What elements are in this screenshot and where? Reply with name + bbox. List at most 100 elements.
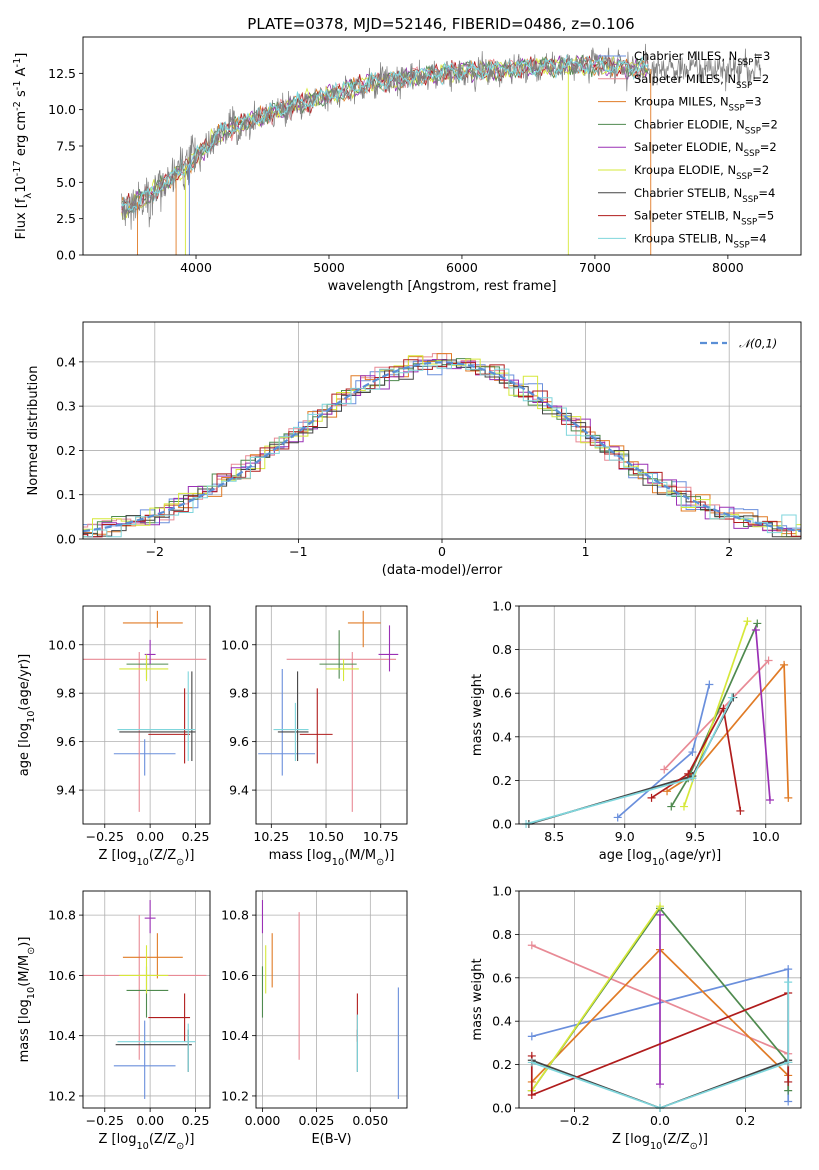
y-tick-label: 9.8 — [56, 686, 76, 701]
spectrum-legend: Chabrier MILES, NSSP=3 Salpeter MILES, NS… — [598, 49, 778, 250]
y-tick-label: 0.4 — [56, 354, 76, 369]
Z_mass-errorbars — [83, 900, 207, 1099]
x-tick-label: 8000 — [712, 260, 744, 275]
histogram-8 — [83, 364, 801, 538]
x-tick-label: −0.2 — [559, 1113, 589, 1128]
weight-marker — [527, 941, 536, 950]
weight_age-axes: 8.5 9.0 9.5 10.0 0.0 0.2 0.4 0.6 0.8 1.0 age [log1… — [470, 599, 801, 868]
weight-marker — [656, 1080, 664, 1089]
weight-marker — [656, 910, 664, 919]
weight-marker — [527, 1058, 536, 1067]
ebv_mass-axes: 0.000 0.025 0.050 10.2 10.4 10.6 10.8 E(B-V) — [221, 891, 407, 1147]
spectrum-observed — [121, 43, 762, 230]
residuals-frame — [82, 321, 802, 540]
x-tick-label: 0.050 — [352, 1113, 388, 1128]
spectrum-lines — [121, 43, 762, 255]
y-tick-label: 9.4 — [229, 783, 249, 798]
y-axis-label: age [log10(age/yr)] — [17, 654, 37, 777]
weight-marker — [784, 793, 793, 802]
weight-marker — [765, 796, 774, 805]
y-axis-label: mass [log10(M/M⊙)] — [17, 937, 37, 1063]
x-axis-label: Z [log10(Z/Z⊙)] — [99, 848, 195, 868]
x-tick-label: 10.75 — [363, 829, 399, 844]
weight-marker — [656, 902, 664, 911]
weight-marker — [660, 765, 669, 774]
x-tick-label: 5000 — [313, 260, 345, 275]
weight-marker — [753, 619, 762, 628]
y-tick-label: 10.6 — [48, 968, 76, 983]
x-axis-label: Z [log10(Z/Z⊙)] — [612, 1132, 708, 1152]
y-tick-label: 10.0 — [221, 637, 249, 652]
weight-marker — [751, 625, 760, 634]
y-tick-label: 10.4 — [48, 1028, 76, 1043]
legend-entry: Kroupa MILES, NSSP=3 — [634, 95, 762, 114]
weight-marker — [784, 1077, 793, 1086]
residuals-axes: −2 −1 0 1 2 0.0 0.1 0.2 0.3 0.4 (data-model)/error… — [26, 322, 801, 578]
legend-entry: Kroupa ELODIE, NSSP=2 — [634, 163, 769, 182]
weight_age-series — [522, 617, 793, 828]
residual-legend: 𝒩(0,1) — [700, 337, 777, 351]
x-tick-label: 0.025 — [299, 1113, 335, 1128]
y-tick-label: 10.8 — [48, 908, 76, 923]
weight-marker — [784, 965, 793, 974]
y-tick-label: 9.6 — [56, 734, 76, 749]
weight-marker — [688, 748, 697, 757]
y-tick-label: 0.1 — [56, 487, 76, 502]
weight-marker — [679, 802, 688, 811]
y-tick-label: 10.0 — [48, 102, 76, 117]
y-tick-label: 0.4 — [492, 1014, 512, 1029]
weight-marker — [736, 806, 745, 815]
x-axis-label: mass [log10(M/M⊙)] — [269, 848, 395, 868]
x-tick-label: 0.25 — [182, 829, 210, 844]
y-tick-label: 2.5 — [56, 211, 76, 226]
weight-marker — [705, 680, 714, 689]
weight-line-5 — [531, 905, 661, 1092]
y-tick-label: 10.0 — [48, 637, 76, 652]
legend-entry: Salpeter MILES, NSSP=2 — [634, 72, 769, 91]
y-tick-label: 10.4 — [221, 1028, 249, 1043]
spectrum-model-8 — [121, 57, 649, 211]
mass_age-frame — [255, 605, 408, 825]
x-tick-label: 0 — [438, 544, 446, 559]
y-tick-label: 9.4 — [56, 783, 76, 798]
weight-marker — [527, 1090, 536, 1099]
weight-marker — [688, 774, 697, 783]
y-tick-label: 10.6 — [221, 968, 249, 983]
mass_age-axes: 10.25 10.50 10.75 9.4 9.6 9.8 10.0 mass [log10(… — [221, 606, 407, 868]
weight-marker — [784, 1058, 793, 1067]
x-tick-label: 10.0 — [752, 829, 780, 844]
weight-marker — [667, 802, 676, 811]
x-axis-label: Z [log10(Z/Z⊙)] — [99, 1132, 195, 1152]
weight-marker — [784, 1097, 793, 1106]
weight-marker — [784, 1086, 793, 1095]
weight-marker — [527, 1032, 536, 1041]
x-axis-label: E(B-V) — [311, 1132, 351, 1147]
legend-entry: Salpeter STELIB, NSSP=5 — [634, 209, 774, 228]
x-tick-label: 7000 — [579, 260, 611, 275]
x-tick-label: −1 — [289, 544, 307, 559]
y-tick-label: 0.0 — [56, 248, 76, 263]
y-axis-label: mass weight — [470, 674, 485, 756]
legend-entry: Kroupa STELIB, NSSP=4 — [634, 231, 767, 250]
weight-marker — [780, 660, 789, 669]
y-axis-label: mass weight — [470, 958, 485, 1040]
y-tick-label: 0.2 — [492, 1057, 512, 1072]
Z_age-errorbars — [83, 610, 207, 812]
y-tick-label: 10.2 — [48, 1088, 76, 1103]
weight_Z-frame — [518, 890, 802, 1109]
y-tick-label: 0.3 — [56, 399, 76, 414]
y-tick-label: 0.0 — [56, 532, 76, 547]
mass_age-errorbars — [258, 610, 399, 812]
y-tick-label: 5.0 — [56, 175, 76, 190]
weight-marker — [784, 978, 793, 987]
weight_age-frame — [518, 605, 802, 825]
y-tick-label: 9.6 — [229, 734, 249, 749]
Z_age-axes: −0.25 0.00 0.25 9.4 9.6 9.8 10.0 Z [log10(Z/Z⊙)… — [17, 606, 210, 868]
legend-entry: Chabrier MILES, NSSP=3 — [634, 49, 770, 68]
y-tick-label: 0.4 — [492, 729, 512, 744]
y-tick-label: 0.0 — [492, 1101, 512, 1116]
x-axis-label: (data-model)/error — [382, 563, 503, 578]
y-tick-label: 0.6 — [492, 686, 512, 701]
x-tick-label: 8.5 — [544, 829, 564, 844]
